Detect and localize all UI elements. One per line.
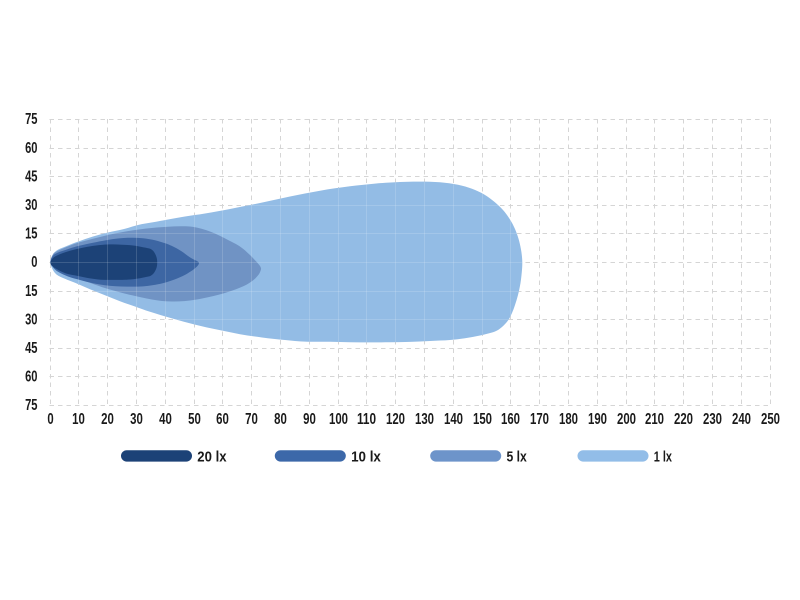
svg-text:60: 60 (25, 140, 37, 157)
svg-text:120: 120 (386, 411, 405, 428)
svg-text:100: 100 (329, 411, 348, 428)
svg-text:250: 250 (761, 411, 780, 428)
svg-text:40: 40 (159, 411, 172, 428)
svg-text:240: 240 (732, 411, 751, 428)
svg-text:150: 150 (473, 411, 492, 428)
svg-text:20 lx: 20 lx (197, 448, 227, 465)
svg-text:5 lx: 5 lx (507, 448, 528, 465)
svg-text:110: 110 (357, 411, 376, 428)
svg-text:210: 210 (645, 411, 664, 428)
svg-text:30: 30 (25, 311, 37, 328)
svg-text:1 lx: 1 lx (654, 448, 673, 465)
svg-text:75: 75 (25, 111, 37, 128)
svg-text:20: 20 (101, 411, 114, 428)
svg-text:130: 130 (415, 411, 434, 428)
svg-text:10 lx: 10 lx (351, 448, 381, 465)
svg-text:80: 80 (274, 411, 287, 428)
svg-text:50: 50 (188, 411, 201, 428)
svg-text:170: 170 (530, 411, 549, 428)
svg-text:15: 15 (25, 226, 37, 243)
svg-text:15: 15 (25, 283, 37, 300)
svg-text:30: 30 (130, 411, 143, 428)
svg-text:190: 190 (588, 411, 607, 428)
svg-text:0: 0 (47, 411, 53, 428)
svg-text:75: 75 (25, 397, 37, 414)
svg-text:230: 230 (703, 411, 722, 428)
svg-text:60: 60 (216, 411, 229, 428)
svg-text:90: 90 (303, 411, 316, 428)
svg-text:10: 10 (72, 411, 85, 428)
svg-text:60: 60 (25, 369, 37, 386)
svg-text:45: 45 (25, 168, 37, 185)
svg-text:200: 200 (617, 411, 636, 428)
svg-text:30: 30 (25, 197, 37, 214)
svg-text:160: 160 (501, 411, 520, 428)
svg-text:220: 220 (674, 411, 693, 428)
svg-text:180: 180 (559, 411, 578, 428)
svg-text:0: 0 (31, 254, 37, 271)
svg-text:45: 45 (25, 340, 37, 357)
svg-text:70: 70 (245, 411, 258, 428)
svg-text:140: 140 (444, 411, 463, 428)
